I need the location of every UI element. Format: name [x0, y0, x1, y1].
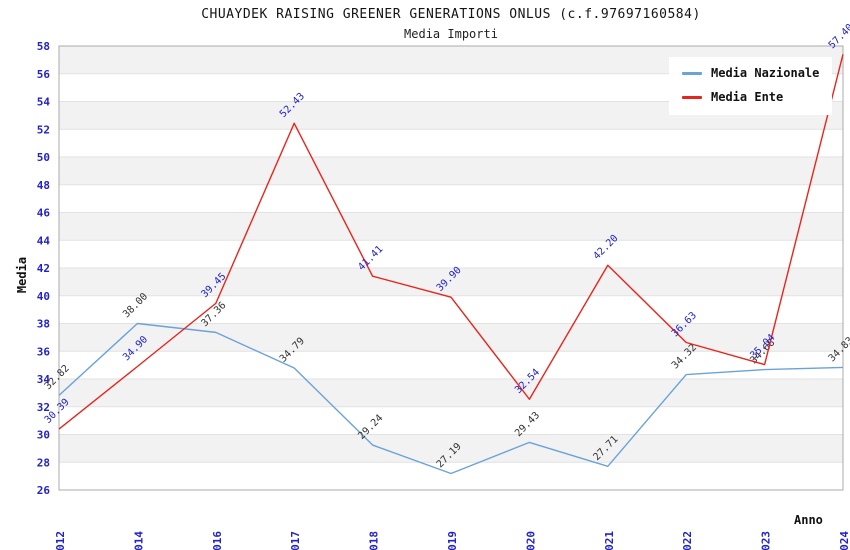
chart-title: CHUAYDEK RAISING GREENER GENERATIONS ONL…: [201, 7, 701, 22]
grid-band: [59, 212, 843, 241]
y-tick-label: 44: [37, 234, 51, 247]
chart-subtitle: Media Importi: [404, 27, 498, 41]
legend-label: Media Ente: [711, 90, 784, 104]
x-tick-label: 2016: [211, 531, 224, 550]
grid-band: [59, 268, 843, 296]
legend-swatch-red-line-icon: [682, 95, 702, 99]
y-tick-label: 54: [37, 96, 51, 109]
x-tick-label: 2024: [838, 531, 850, 550]
y-tick-label: 56: [37, 68, 51, 81]
y-tick-label: 42: [37, 262, 50, 275]
legend-swatch-blue-line-icon: [682, 71, 702, 75]
y-tick-label: 58: [37, 40, 50, 53]
series-line-media-nazionale: [58, 322, 844, 475]
y-tick-label: 36: [37, 345, 51, 358]
grid-band: [59, 379, 843, 407]
y-tick-label: 34: [37, 373, 51, 386]
legend: Media Nazionale Media Ente: [669, 57, 833, 115]
x-tick-label: 2020: [524, 531, 537, 550]
grid-band: [59, 434, 843, 463]
y-tick-label: 48: [37, 179, 50, 192]
grid-band: [59, 157, 843, 185]
x-tick-label: 2014: [132, 531, 145, 550]
data-point-label: 57.40: [827, 22, 850, 51]
legend-label: Media Nazionale: [711, 66, 820, 80]
plot-border: [58, 45, 844, 491]
y-tick-label: 30: [37, 429, 50, 442]
x-tick-label: 2021: [603, 531, 616, 550]
legend-item-media-ente: Media Ente: [682, 90, 819, 104]
x-tick-label: 2017: [289, 531, 302, 550]
x-tick-label: 2019: [446, 531, 459, 550]
x-tick-label: 2023: [760, 531, 773, 550]
y-tick-label: 38: [37, 318, 50, 331]
y-tick-label: 32: [37, 401, 50, 414]
y-tick-label: 28: [37, 456, 50, 469]
grid-band: [59, 323, 843, 352]
y-tick-label: 46: [37, 207, 51, 220]
y-tick-label: 52: [37, 123, 50, 136]
y-tick-label: 26: [37, 484, 51, 497]
y-tick-label: 40: [37, 290, 50, 303]
x-tick-label: 2018: [368, 531, 381, 550]
legend-item-media-nazionale: Media Nazionale: [682, 66, 819, 80]
series-line-media-ente: [58, 54, 844, 430]
y-axis-title: Media: [15, 256, 29, 294]
x-tick-label: 2022: [681, 531, 694, 550]
x-axis-title: Anno: [794, 513, 823, 527]
y-tick-label: 50: [37, 151, 50, 164]
x-tick-label: 2012: [54, 531, 67, 550]
